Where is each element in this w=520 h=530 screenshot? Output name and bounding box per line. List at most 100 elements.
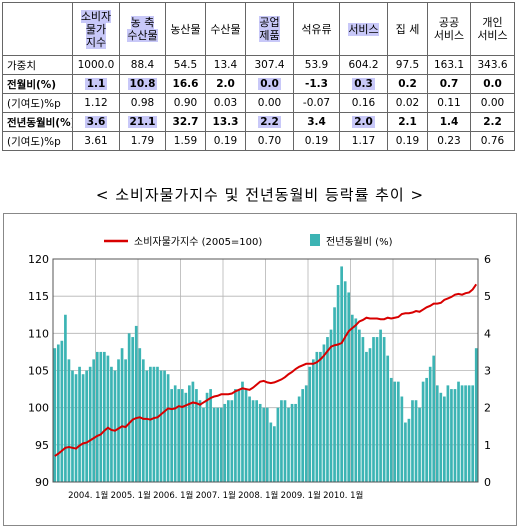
table-cell: 0.0: [470, 74, 515, 94]
column-header: 농 축 수산물: [119, 2, 166, 56]
table-cell: 1.59: [165, 131, 206, 151]
legend-bar-swatch: [310, 234, 320, 246]
chart-box: 90 0 95 1 100 2 105 3 110 4 115 5 120 6 2004. 1월 2005. …: [3, 213, 517, 526]
bar: [251, 400, 255, 482]
table-cell: 88.4: [119, 55, 166, 75]
bar: [435, 385, 439, 482]
bar: [421, 381, 425, 482]
table-cell: 343.6: [470, 55, 515, 75]
bar: [418, 407, 421, 482]
bar: [457, 381, 460, 482]
table-cell: 0.00: [245, 93, 294, 113]
bar: [404, 422, 407, 482]
x-tick-label: 2008. 1월: [238, 490, 278, 501]
bar: [340, 266, 343, 482]
bar: [290, 403, 294, 482]
bar: [113, 370, 117, 482]
column-header: 집 세: [387, 2, 428, 56]
y-right-tick-label: 0: [484, 476, 491, 489]
bar: [241, 381, 244, 482]
bar: [131, 337, 135, 482]
table-cell: 1.79: [119, 131, 166, 151]
table-cell: 53.9: [293, 55, 340, 75]
table-row: 전월비(%) 1.1 10.8 16.6 2.0 0.0 -1.3 0.3 0.2 0.7 0.0: [2, 74, 515, 94]
bar: [389, 377, 393, 482]
bar: [95, 351, 99, 482]
bar: [273, 426, 276, 482]
bar: [265, 407, 269, 482]
table-cell: 1000.0: [72, 55, 120, 75]
column-header: [2, 2, 73, 56]
bar: [145, 370, 149, 482]
bar: [262, 407, 266, 482]
y-left-tick-label: 120: [28, 253, 49, 266]
cpi-chart: 90 0 95 1 100 2 105 3 110 4 115 5 120 6 2004. 1월 2005. …: [28, 234, 491, 501]
table-cell: 0.90: [165, 93, 206, 113]
bar: [202, 407, 205, 482]
bar: [350, 314, 354, 482]
row-label: (기여도)%p: [2, 131, 73, 151]
bar: [248, 396, 251, 482]
bar: [432, 355, 436, 482]
bar: [170, 389, 173, 482]
bar: [188, 385, 191, 482]
bar: [180, 389, 184, 482]
x-tick-label: 2010. 1월: [323, 490, 363, 501]
table-row: (기여도)%p 3.61 1.79 1.59 0.19 0.70 0.19 1.17 0.19 0…: [2, 131, 515, 151]
x-tick-label: 2009. 1월: [281, 490, 321, 501]
table-cell: 0.0: [245, 74, 294, 94]
bar: [375, 337, 379, 482]
table-cell: 0.03: [205, 93, 246, 113]
bar: [280, 400, 283, 482]
y-right-tick-label: 3: [484, 365, 491, 378]
y-right-tick-label: 2: [484, 402, 491, 415]
bar: [283, 400, 287, 482]
column-header: 공공 서비스: [427, 2, 471, 56]
bar: [99, 351, 103, 482]
bar: [446, 385, 450, 482]
bar: [124, 359, 127, 482]
bar: [191, 381, 195, 482]
column-header: 개인 서비스: [470, 2, 515, 56]
bar: [205, 392, 209, 482]
bar: [372, 337, 375, 482]
bar: [400, 396, 404, 482]
bar: [67, 359, 71, 482]
bar: [166, 374, 170, 482]
bar: [304, 385, 308, 482]
y-left-tick-label: 95: [35, 439, 49, 452]
bar: [177, 389, 181, 482]
bar: [287, 407, 290, 482]
bar: [425, 377, 428, 482]
chart-subtitle: < 소비자물가지수 및 전년동월비 등락률 추이 >: [95, 186, 425, 204]
table-cell: 97.5: [387, 55, 428, 75]
table-cell: 10.8: [119, 74, 166, 94]
table-row: (기여도)%p 1.12 0.98 0.90 0.03 0.00 -0.07 0.16 0.02…: [2, 93, 515, 113]
bar: [393, 381, 397, 482]
bar: [134, 325, 138, 482]
table-cell: 0.00: [470, 93, 515, 113]
table-cell: 32.7: [165, 112, 206, 132]
bar: [230, 400, 234, 482]
column-header: 수산물: [205, 2, 246, 56]
bar: [106, 355, 110, 482]
bar: [467, 385, 471, 482]
table-cell: 1.4: [427, 112, 471, 132]
table-cell: -0.07: [293, 93, 340, 113]
bar: [329, 329, 333, 482]
bar: [163, 370, 166, 482]
column-header: 석유류: [293, 2, 340, 56]
table-cell: 163.1: [427, 55, 471, 75]
bar: [319, 351, 322, 482]
table-cell: 604.2: [339, 55, 388, 75]
legend-line-label: 소비자물가지수 (2005=100): [134, 236, 262, 248]
table-cell: 0.02: [387, 93, 428, 113]
bar: [269, 422, 273, 482]
bar: [464, 385, 467, 482]
bar: [471, 385, 475, 482]
bar: [184, 392, 188, 482]
table-cell: -1.3: [293, 74, 340, 94]
bar: [411, 400, 414, 482]
bar: [460, 385, 464, 482]
bar: [354, 318, 358, 482]
